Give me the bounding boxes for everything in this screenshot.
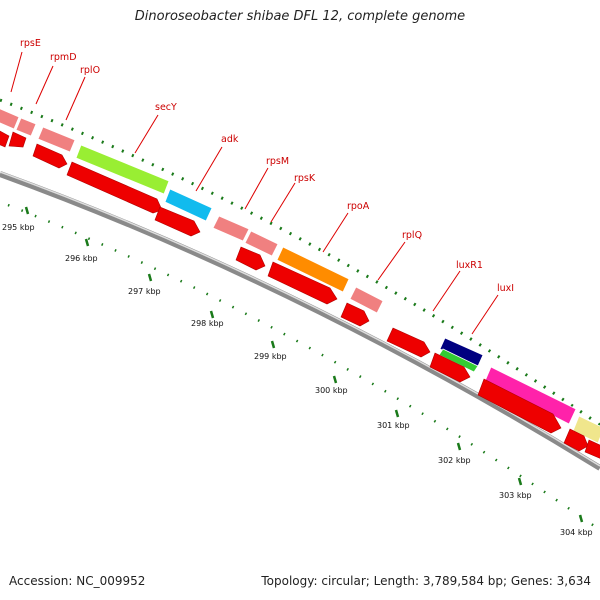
leader-rpsK [270, 182, 296, 223]
kbp-label: 304 kbp [560, 528, 593, 537]
kbp-label: 303 kbp [499, 491, 532, 500]
cds-arrow [66, 161, 163, 214]
backbone-outer [0, 171, 600, 471]
gene-box-adk [164, 188, 213, 222]
gene-box-rplO [37, 126, 76, 153]
leader-secY [134, 114, 159, 154]
cds-arrow [563, 428, 589, 452]
leader-rpoA [322, 212, 349, 253]
cds-arrow [8, 131, 27, 148]
gene-label-rpmD: rpmD [50, 52, 77, 63]
outer-tick-arc [0, 98, 600, 427]
kbp-label: 295 kbp [2, 223, 35, 232]
kbp-label: 302 kbp [438, 456, 471, 465]
gene-box-secY [75, 144, 170, 195]
cds-arrow [340, 302, 370, 327]
cds-arrow [584, 439, 600, 459]
cds-arrow [429, 352, 471, 383]
cds-arrow [32, 143, 68, 169]
cds-arrow [267, 261, 338, 305]
gene-box-unlabeled-yellow [572, 415, 600, 444]
gene-box-rpsM [212, 215, 250, 242]
major-tick [332, 375, 338, 384]
gene-box-unlabeled-pink [484, 366, 577, 425]
gene-box-unlabeled-1 [0, 108, 20, 130]
cds-arrows [0, 130, 600, 459]
gene-box-rpoA [276, 246, 350, 293]
leader-adk [195, 146, 223, 192]
leader-lines [10, 51, 499, 335]
leader-rplQ [377, 241, 406, 281]
gene-label-rplQ: rplQ [402, 230, 422, 241]
kbp-label: 297 kbp [128, 287, 161, 296]
gene-box-rplQ [349, 286, 384, 314]
major-tick [456, 442, 462, 451]
gene-label-rpoA: rpoA [347, 201, 370, 212]
kbp-label: 300 kbp [315, 386, 348, 395]
gene-label-rpsM: rpsM [266, 156, 289, 167]
major-tick [84, 238, 90, 247]
gene-box-rpsK [244, 230, 279, 257]
major-tick [578, 514, 584, 523]
cds-arrow [0, 130, 10, 148]
gene-label-secY: secY [155, 102, 177, 113]
leader-rplO [65, 76, 86, 121]
leader-rpsE [10, 51, 23, 93]
gene-box-luxI [438, 348, 479, 373]
major-tick [394, 409, 400, 418]
gene-box-rpsE [15, 117, 37, 137]
gene-label-rpsK: rpsK [294, 173, 316, 184]
major-tick [270, 340, 276, 349]
gene-label-rplO: rplO [80, 65, 100, 76]
leader-luxR1 [432, 270, 461, 312]
cds-arrow [154, 206, 201, 237]
kbp-label: 299 kbp [254, 352, 287, 361]
gene-boxes [0, 108, 600, 444]
major-tick [209, 310, 215, 319]
cds-arrow [235, 246, 266, 271]
map-title: Dinoroseobacter shibae DFL 12, complete … [134, 9, 466, 24]
gene-label-rpsE: rpsE [20, 38, 41, 49]
kbp-label: 301 kbp [377, 421, 410, 430]
topology-text: Topology: circular; Length: 3,789,584 bp… [261, 574, 591, 588]
major-tick [517, 477, 523, 486]
major-ticks [24, 206, 584, 523]
gene-label-luxI: luxI [497, 283, 514, 294]
cds-arrow [386, 327, 431, 358]
kbp-label: 296 kbp [65, 254, 98, 263]
gene-label-luxR1: luxR1 [456, 260, 483, 271]
leader-rpmD [35, 65, 54, 105]
major-tick [24, 206, 30, 215]
gene-label-adk: adk [221, 134, 239, 145]
major-tick [147, 273, 153, 282]
cds-arrow [477, 378, 562, 434]
kbp-label: 298 kbp [191, 319, 224, 328]
leader-luxI [471, 294, 499, 335]
leader-rpsM [244, 167, 269, 210]
accession-text: Accession: NC_009952 [9, 574, 146, 588]
backbone-inner [0, 171, 600, 467]
